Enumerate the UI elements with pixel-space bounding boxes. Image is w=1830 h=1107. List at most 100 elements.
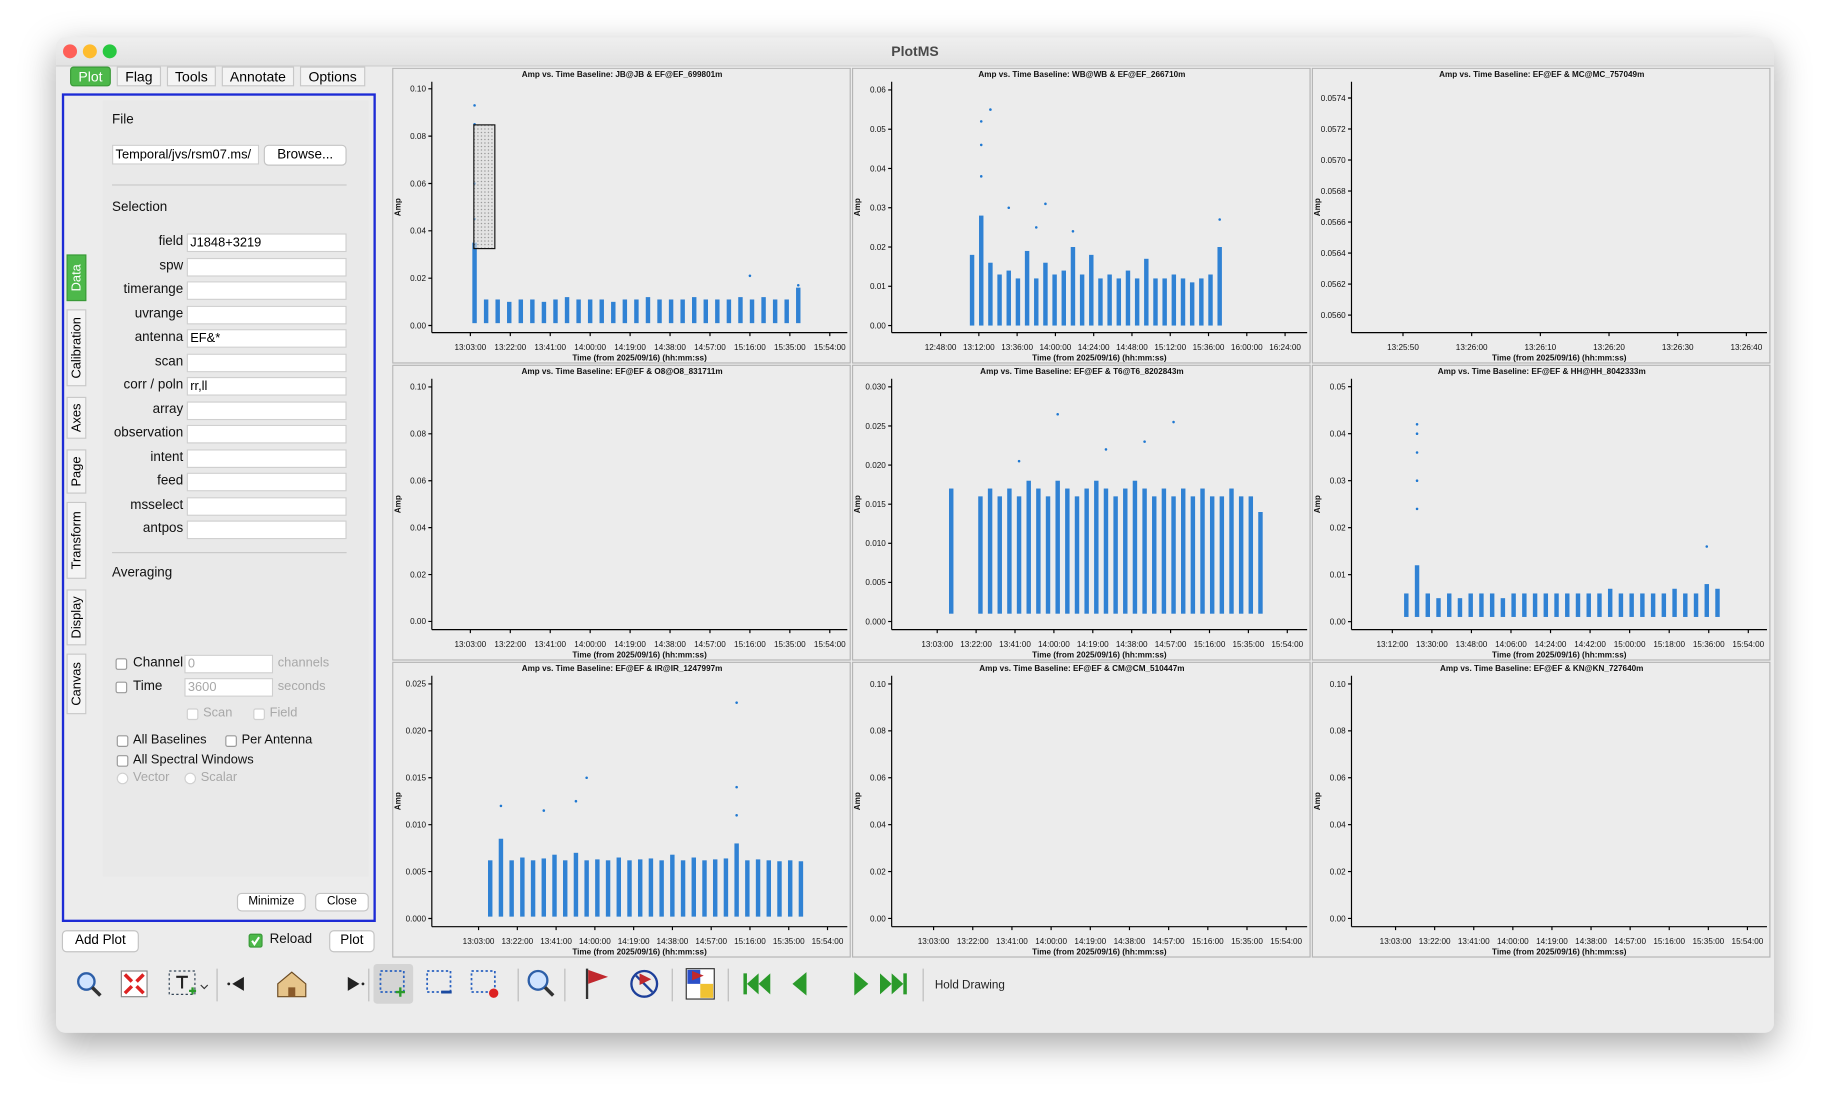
field-input[interactable] — [186, 281, 347, 300]
radio[interactable] — [184, 772, 197, 785]
checkbox[interactable] — [115, 658, 128, 670]
data-column — [772, 299, 778, 324]
flag-all-tool[interactable] — [685, 968, 715, 1000]
data-point — [735, 785, 738, 789]
field-input[interactable] — [186, 496, 347, 516]
side-tab[interactable]: Axes — [66, 396, 87, 439]
unflag-tool[interactable] — [630, 969, 659, 998]
clear-tool[interactable] — [470, 970, 499, 998]
annotate-tool[interactable] — [168, 970, 209, 995]
field-input[interactable]: EF&* — [186, 329, 347, 348]
x-tick-label: 14:57:00 — [1614, 937, 1646, 946]
data-point — [1415, 507, 1419, 511]
y-tick-label: 0.04 — [410, 227, 426, 236]
side-tab[interactable]: Page — [66, 449, 87, 494]
tab[interactable]: Options — [299, 66, 366, 87]
flag-tool[interactable] — [585, 968, 609, 1000]
data-column — [1683, 593, 1688, 617]
field-input[interactable]: J1848+3219 — [186, 233, 347, 253]
field-input[interactable] — [186, 448, 347, 468]
avg-input[interactable]: 3600 — [184, 678, 274, 697]
field-input[interactable] — [186, 520, 347, 540]
forward-tool[interactable] — [347, 976, 365, 991]
field-input[interactable] — [186, 424, 347, 444]
checkbox[interactable] — [225, 735, 237, 747]
tab[interactable]: Flag — [116, 66, 162, 87]
y-tick-label: 0.10 — [870, 680, 886, 689]
selection-region[interactable] — [473, 124, 496, 250]
data-point — [1034, 226, 1038, 229]
subtract-tool[interactable] — [426, 970, 452, 994]
plot-title: Amp vs. Time Baseline: EF@EF & CM@CM_510… — [979, 664, 1184, 673]
reload-checkbox[interactable] — [248, 933, 263, 948]
data-column — [1084, 488, 1089, 614]
x-tick-label: 13:41:00 — [534, 640, 566, 649]
data-column — [1575, 593, 1581, 617]
plot-panel — [392, 364, 851, 661]
add-plot-button[interactable]: Add Plot — [61, 930, 139, 953]
next-iteration[interactable] — [854, 972, 869, 996]
field-input[interactable] — [186, 257, 347, 277]
plot-button[interactable]: Plot — [329, 930, 375, 953]
file-input[interactable]: /Temporal/jvs/rsm07.ms — [112, 144, 260, 165]
x-tick-label: 13:12:00 — [963, 343, 995, 352]
data-column — [1248, 496, 1254, 614]
y-axis-label: Amp — [1313, 198, 1322, 216]
select-tool[interactable] — [379, 970, 405, 997]
side-tab[interactable]: Canvas — [66, 653, 87, 715]
field-input[interactable] — [186, 472, 347, 492]
tab[interactable]: Tools — [166, 66, 216, 87]
locate-tool[interactable] — [527, 969, 555, 997]
checkbox[interactable] — [253, 708, 265, 721]
data-column — [1200, 488, 1205, 614]
checkbox[interactable] — [116, 755, 129, 767]
x-tick-label: 13:03:00 — [918, 937, 950, 946]
data-column — [584, 860, 589, 917]
checkbox[interactable] — [116, 735, 129, 747]
y-tick-label: 0.04 — [1330, 429, 1346, 438]
side-tab[interactable]: Calibration — [66, 309, 87, 387]
side-tab[interactable]: Transform — [66, 501, 87, 579]
field-label: corr / poln — [123, 378, 184, 393]
x-tick-label: 15:54:00 — [814, 640, 846, 649]
checkbox[interactable] — [115, 681, 128, 694]
radio[interactable] — [116, 772, 129, 785]
data-column — [691, 857, 696, 917]
close-button[interactable]: Close — [315, 892, 369, 912]
field-input[interactable]: rr,ll — [186, 376, 347, 396]
data-point — [735, 813, 738, 817]
field-input[interactable] — [186, 400, 347, 420]
zoom-tool[interactable] — [77, 972, 102, 997]
x-tick-label: 13:26:30 — [1662, 343, 1694, 352]
prev-iteration[interactable] — [792, 972, 807, 996]
field-input[interactable] — [186, 305, 347, 324]
first-iteration[interactable] — [743, 973, 771, 995]
back-tool[interactable] — [227, 976, 244, 991]
checkbox[interactable] — [186, 708, 199, 721]
home-tool[interactable] — [277, 971, 307, 998]
avg-input[interactable]: 0 — [184, 654, 274, 674]
side-tab[interactable]: Data — [66, 254, 87, 302]
plot-title: Amp vs. Time Baseline: EF@EF & HH@HH_804… — [1438, 367, 1646, 376]
browse-button[interactable]: Browse... — [263, 144, 347, 166]
zoom-light[interactable] — [102, 44, 117, 59]
minimize-light[interactable] — [82, 44, 97, 59]
x-tick-label: 14:00:00 — [1038, 640, 1070, 649]
tab[interactable]: Annotate — [221, 66, 295, 87]
data-column — [1554, 593, 1559, 617]
fit-tool[interactable] — [120, 970, 148, 998]
y-axis-label: Amp — [853, 198, 862, 216]
minimize-button[interactable]: Minimize — [236, 892, 306, 912]
x-tick-label: 15:35:00 — [774, 640, 806, 649]
hold-drawing[interactable]: Hold Drawing — [935, 979, 1005, 992]
y-axis-label: Amp — [393, 495, 402, 513]
y-tick-label: 0.010 — [865, 539, 886, 548]
field-input[interactable] — [186, 353, 347, 372]
last-iteration[interactable] — [879, 973, 907, 995]
plot-panel — [1311, 661, 1771, 958]
tab[interactable]: Plot — [70, 66, 111, 87]
data-column — [1208, 274, 1213, 326]
close-light[interactable] — [63, 44, 78, 59]
side-tab[interactable]: Display — [66, 589, 87, 646]
